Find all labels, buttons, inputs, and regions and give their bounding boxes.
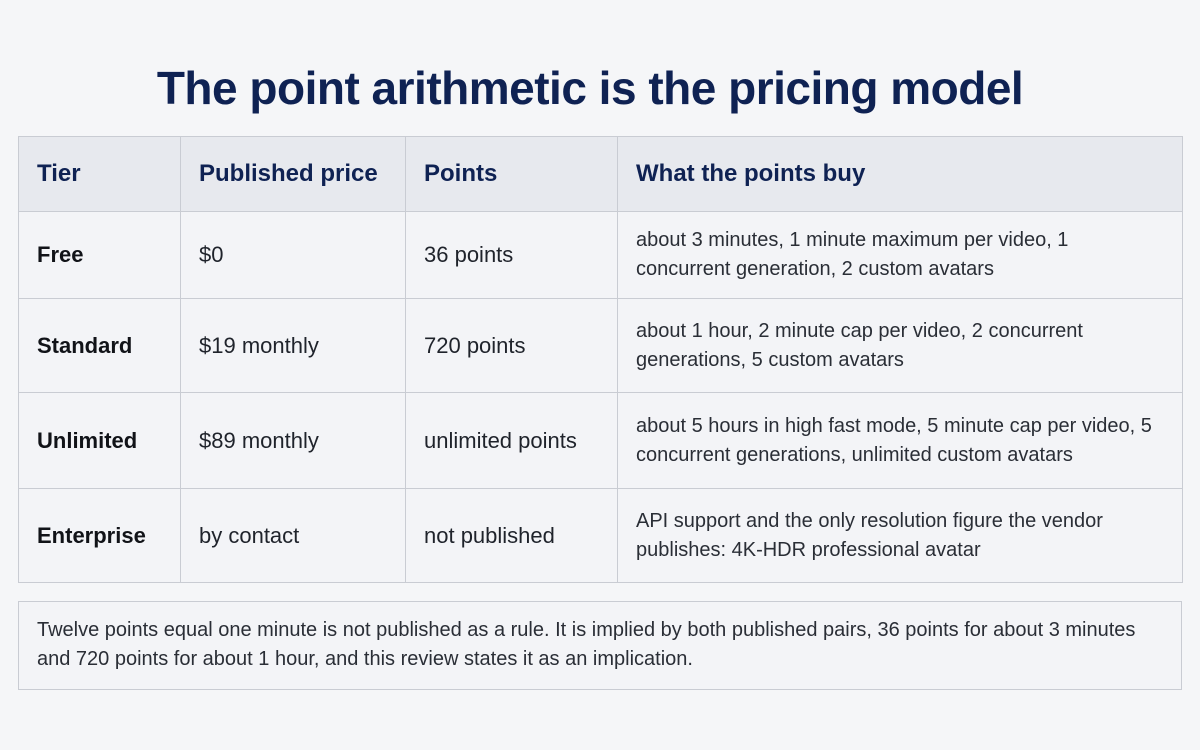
price-cell: by contact <box>180 488 406 583</box>
price-cell: $89 monthly <box>180 392 406 489</box>
tier-cell: Standard <box>18 298 181 393</box>
pricing-table: Tier Published price Points What the poi… <box>18 136 1183 583</box>
implication-note: Twelve points equal one minute is not pu… <box>18 601 1182 690</box>
points-cell: unlimited points <box>405 392 618 489</box>
points-cell: 720 points <box>405 298 618 393</box>
points-cell: not published <box>405 488 618 583</box>
tier-cell: Unlimited <box>18 392 181 489</box>
header-points: Points <box>405 136 618 212</box>
points-cell: 36 points <box>405 211 618 299</box>
table-row-free: Free $0 36 points about 3 minutes, 1 min… <box>18 211 1183 299</box>
buys-cell: about 1 hour, 2 minute cap per video, 2 … <box>617 298 1183 393</box>
header-published-price: Published price <box>180 136 406 212</box>
price-cell: $19 monthly <box>180 298 406 393</box>
table-row-enterprise: Enterprise by contact not published API … <box>18 488 1183 583</box>
buys-cell: API support and the only resolution figu… <box>617 488 1183 583</box>
page-title: The point arithmetic is the pricing mode… <box>156 62 1024 114</box>
tier-cell: Free <box>18 211 181 299</box>
tier-cell: Enterprise <box>18 488 181 583</box>
header-what-points-buy: What the points buy <box>617 136 1183 212</box>
header-tier: Tier <box>18 136 181 212</box>
buys-cell: about 5 hours in high fast mode, 5 minut… <box>617 392 1183 489</box>
table-row-unlimited: Unlimited $89 monthly unlimited points a… <box>18 392 1183 489</box>
table-header-row: Tier Published price Points What the poi… <box>18 136 1183 212</box>
price-cell: $0 <box>180 211 406 299</box>
table-row-standard: Standard $19 monthly 720 points about 1 … <box>18 298 1183 393</box>
buys-cell: about 3 minutes, 1 minute maximum per vi… <box>617 211 1183 299</box>
